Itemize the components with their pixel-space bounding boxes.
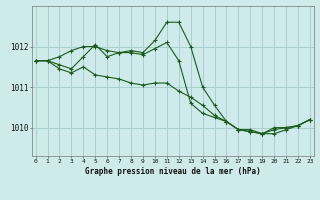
X-axis label: Graphe pression niveau de la mer (hPa): Graphe pression niveau de la mer (hPa) <box>85 167 261 176</box>
